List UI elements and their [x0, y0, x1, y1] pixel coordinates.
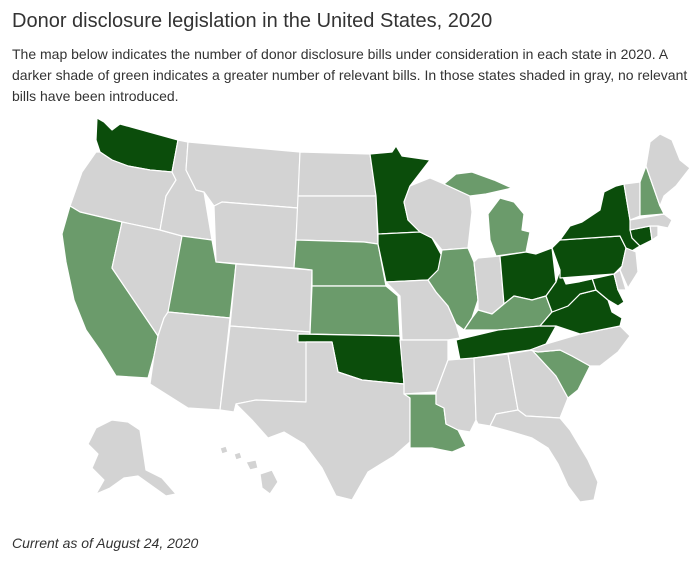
state-pa[interactable]	[551, 235, 627, 279]
state-ma[interactable]	[629, 213, 673, 231]
state-wy[interactable]	[213, 201, 299, 269]
state-me[interactable]	[645, 133, 691, 207]
state-hi-1[interactable]	[219, 445, 229, 455]
state-ak[interactable]	[87, 419, 177, 497]
state-fa[interactable]	[489, 409, 599, 503]
state-hi-3[interactable]	[245, 459, 259, 471]
us-choropleth-map	[61, 117, 691, 503]
state-il[interactable]	[427, 247, 479, 331]
state-ks[interactable]	[309, 285, 401, 337]
state-nj[interactable]	[619, 247, 639, 289]
state-mi-upper[interactable]	[443, 171, 513, 197]
map-subtitle: The map below indicates the number of do…	[12, 46, 688, 104]
state-nm[interactable]	[219, 325, 311, 413]
state-nh[interactable]	[639, 165, 665, 217]
state-tx[interactable]	[235, 341, 411, 501]
state-co[interactable]	[229, 263, 313, 333]
state-de[interactable]	[613, 269, 627, 291]
map-title: Donor disclosure legislation in the Unit…	[12, 10, 493, 32]
state-hi-2[interactable]	[233, 451, 243, 461]
state-nd[interactable]	[297, 151, 377, 197]
state-mi[interactable]	[487, 197, 531, 257]
state-az[interactable]	[149, 311, 231, 411]
footnote: Current as of August 24, 2020	[12, 535, 199, 551]
state-ri[interactable]	[649, 225, 659, 241]
state-hi-4[interactable]	[259, 469, 279, 495]
state-ia[interactable]	[377, 231, 443, 283]
state-in[interactable]	[473, 255, 505, 315]
state-sd[interactable]	[295, 195, 379, 245]
